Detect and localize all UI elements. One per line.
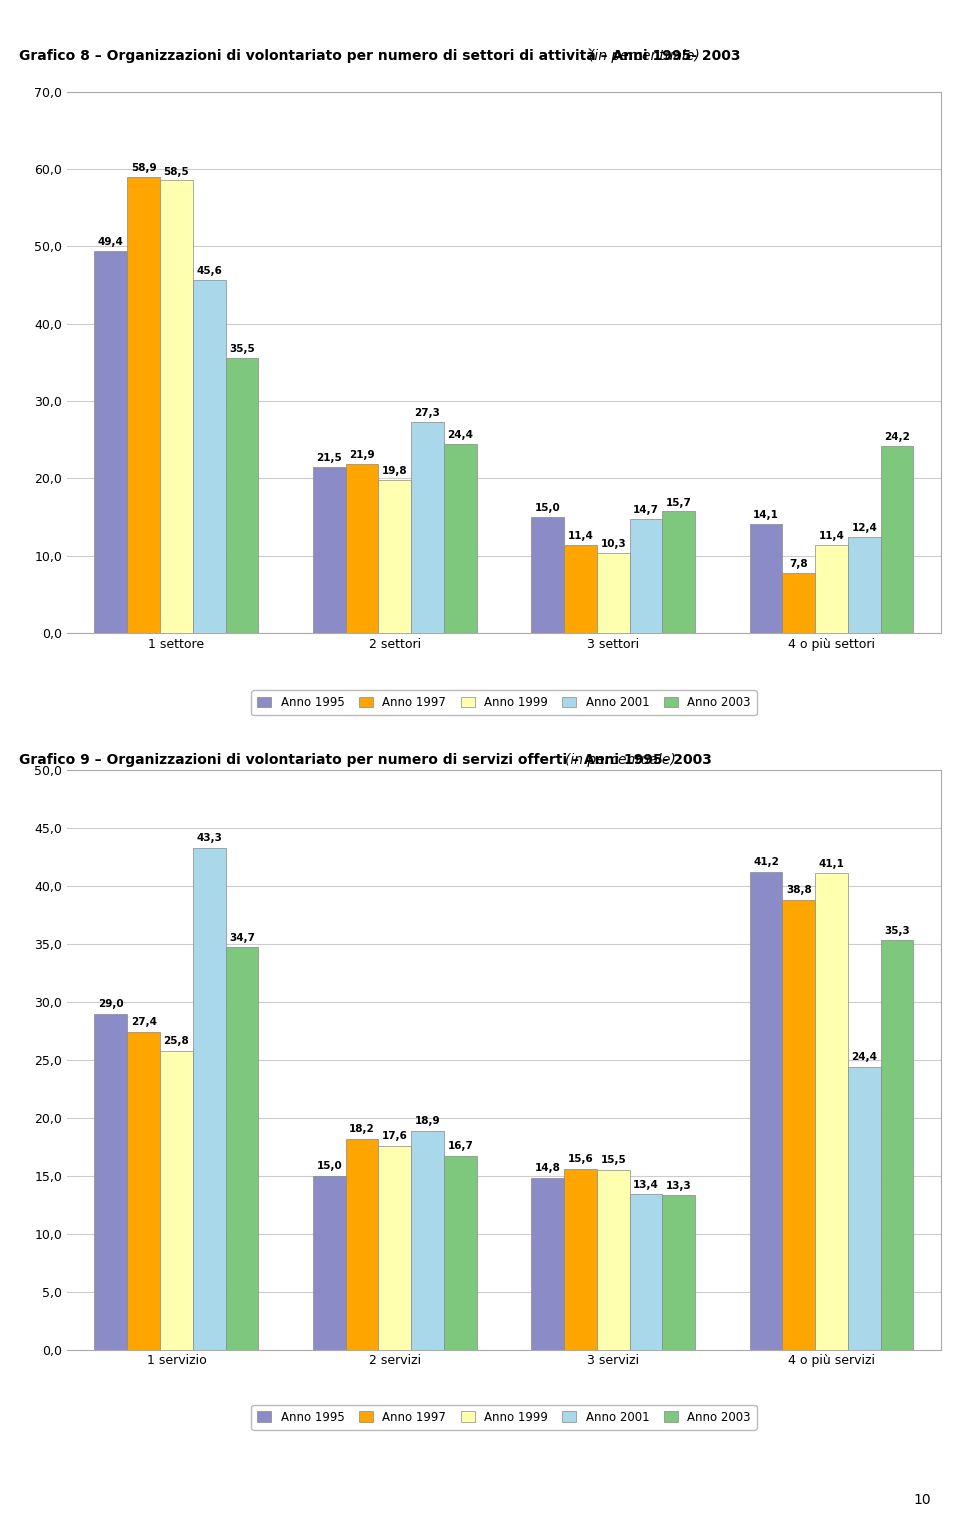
Bar [597,554,630,633]
Bar [815,544,848,633]
Text: 17,6: 17,6 [382,1132,408,1141]
Text: 18,2: 18,2 [349,1124,375,1135]
Bar [880,941,914,1350]
Bar [630,518,662,633]
Text: 25,8: 25,8 [163,1035,189,1046]
Text: 24,4: 24,4 [852,1052,877,1063]
Bar [630,1194,662,1350]
Text: 15,6: 15,6 [567,1154,593,1164]
Bar [662,1196,695,1350]
Bar [313,1176,346,1350]
Bar [564,544,597,633]
Text: 11,4: 11,4 [567,531,593,541]
Text: 15,0: 15,0 [535,503,561,512]
Text: 43,3: 43,3 [196,833,222,843]
Bar [226,947,258,1350]
Bar [193,281,226,633]
Bar [597,1170,630,1350]
Text: 10,3: 10,3 [600,540,626,549]
Text: 13,3: 13,3 [666,1180,691,1191]
Bar [346,1139,378,1350]
Text: 21,5: 21,5 [317,453,342,462]
Bar [848,1068,880,1350]
Text: 49,4: 49,4 [98,236,124,247]
Text: 58,5: 58,5 [163,166,189,177]
Text: 35,5: 35,5 [229,345,254,354]
Text: 15,0: 15,0 [317,1161,342,1171]
Text: 15,5: 15,5 [600,1156,626,1165]
Bar [662,511,695,633]
Text: 16,7: 16,7 [447,1141,473,1151]
Bar [411,1130,444,1350]
Text: 34,7: 34,7 [228,933,255,942]
Legend: Anno 1995, Anno 1997, Anno 1999, Anno 2001, Anno 2003: Anno 1995, Anno 1997, Anno 1999, Anno 20… [252,1405,756,1429]
Text: 41,2: 41,2 [754,857,779,868]
Bar [564,1168,597,1350]
Text: 7,8: 7,8 [789,558,808,569]
Bar [378,1145,411,1350]
Bar [94,1014,128,1350]
Text: 19,8: 19,8 [382,465,408,476]
Bar [160,180,193,633]
Bar [750,523,782,633]
Bar [880,445,914,633]
Text: 15,7: 15,7 [666,497,691,508]
Text: 38,8: 38,8 [786,886,812,895]
Text: Grafico 8 – Organizzazioni di volontariato per numero di settori di attività – A: Grafico 8 – Organizzazioni di volontaria… [19,49,746,64]
Bar [531,517,564,633]
Text: 27,3: 27,3 [415,407,441,418]
Bar [378,480,411,633]
Legend: Anno 1995, Anno 1997, Anno 1999, Anno 2001, Anno 2003: Anno 1995, Anno 1997, Anno 1999, Anno 20… [252,691,756,715]
Bar [750,872,782,1350]
Text: 21,9: 21,9 [349,450,374,459]
Bar [346,464,378,633]
Bar [411,422,444,633]
Text: 24,4: 24,4 [447,430,473,441]
Text: 41,1: 41,1 [819,859,845,869]
Bar [313,467,346,633]
Text: 11,4: 11,4 [819,531,845,541]
Bar [160,1051,193,1350]
Text: (in percentuale): (in percentuale) [589,49,700,63]
Bar [815,874,848,1350]
Text: 24,2: 24,2 [884,432,910,442]
Bar [226,358,258,633]
Text: 27,4: 27,4 [131,1017,156,1028]
Bar [94,250,128,633]
Bar [848,537,880,633]
Bar [444,444,477,633]
Bar [128,1032,160,1350]
Text: (in percentuale): (in percentuale) [565,753,676,767]
Text: 45,6: 45,6 [196,267,222,276]
Text: 14,8: 14,8 [535,1164,561,1173]
Text: 10: 10 [914,1493,931,1507]
Bar [193,848,226,1350]
Text: 29,0: 29,0 [98,999,124,1010]
Text: 18,9: 18,9 [415,1116,441,1125]
Text: 14,1: 14,1 [754,509,779,520]
Bar [782,572,815,633]
Text: 14,7: 14,7 [633,505,659,515]
Bar [531,1179,564,1350]
Text: 13,4: 13,4 [633,1180,659,1190]
Text: 12,4: 12,4 [852,523,877,534]
Bar [782,900,815,1350]
Bar [444,1156,477,1350]
Text: 35,3: 35,3 [884,926,910,936]
Bar [128,177,160,633]
Text: Grafico 9 – Organizzazioni di volontariato per numero di servizi offerti – Anni : Grafico 9 – Organizzazioni di volontaria… [19,753,717,767]
Text: 58,9: 58,9 [131,163,156,174]
